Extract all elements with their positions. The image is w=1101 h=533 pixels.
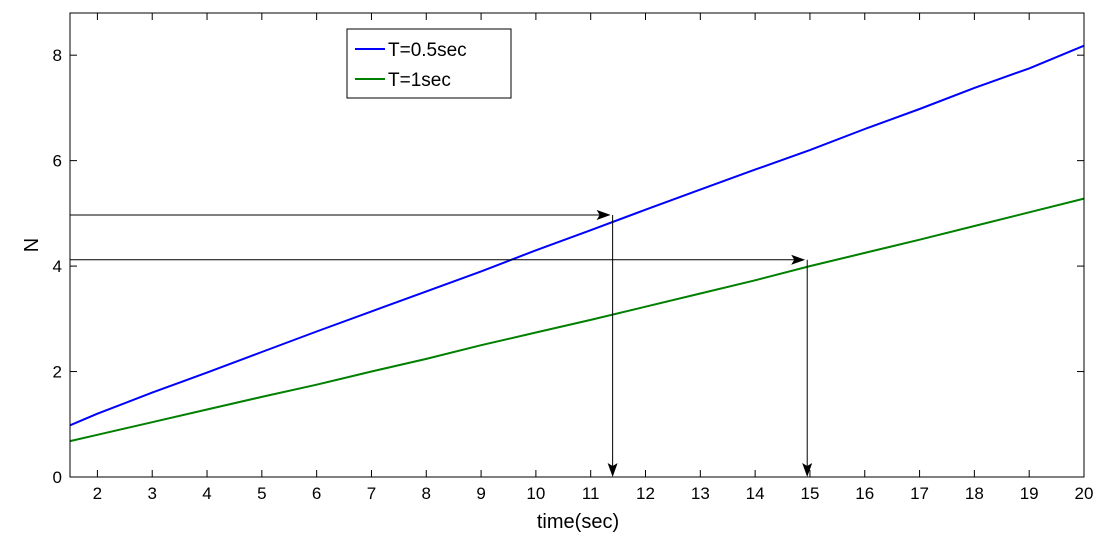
x-tick-label: 16 [855,484,874,503]
x-tick-label: 7 [367,484,376,503]
y-tick-label: 2 [53,363,62,382]
y-axis-label: N [21,238,43,252]
x-tick-label: 8 [422,484,431,503]
y-tick-label: 4 [53,257,62,276]
x-tick-label: 9 [476,484,485,503]
x-tick-label: 10 [526,484,545,503]
x-tick-label: 6 [312,484,321,503]
legend-box [346,28,512,99]
x-tick-label: 5 [257,484,266,503]
x-tick-label: 2 [93,484,102,503]
y-tick-label: 6 [53,152,62,171]
x-tick-label: 13 [691,484,710,503]
x-tick-label: 12 [636,484,655,503]
series-line-t-1sec [69,197,1085,443]
x-tick-label: 15 [800,484,819,503]
x-tick-label: 11 [582,484,600,503]
y-tick-label: 0 [53,468,62,487]
series-line-t-0-5sec [69,44,1085,427]
x-tick-label: 3 [147,484,156,503]
y-tick-label: 8 [53,46,62,65]
legend-label: T=0.5sec [388,40,467,61]
x-tick-label: 14 [746,484,765,503]
x-tick-label: 17 [910,484,929,503]
legend-label: T=1sec [388,70,451,91]
x-tick-label: 4 [202,484,211,503]
x-tick-label: 20 [1075,484,1094,503]
x-tick-label: 18 [965,484,984,503]
x-axis-label: time(sec) [537,511,619,533]
plot-frame [69,12,1085,478]
x-tick-label: 19 [1020,484,1039,503]
